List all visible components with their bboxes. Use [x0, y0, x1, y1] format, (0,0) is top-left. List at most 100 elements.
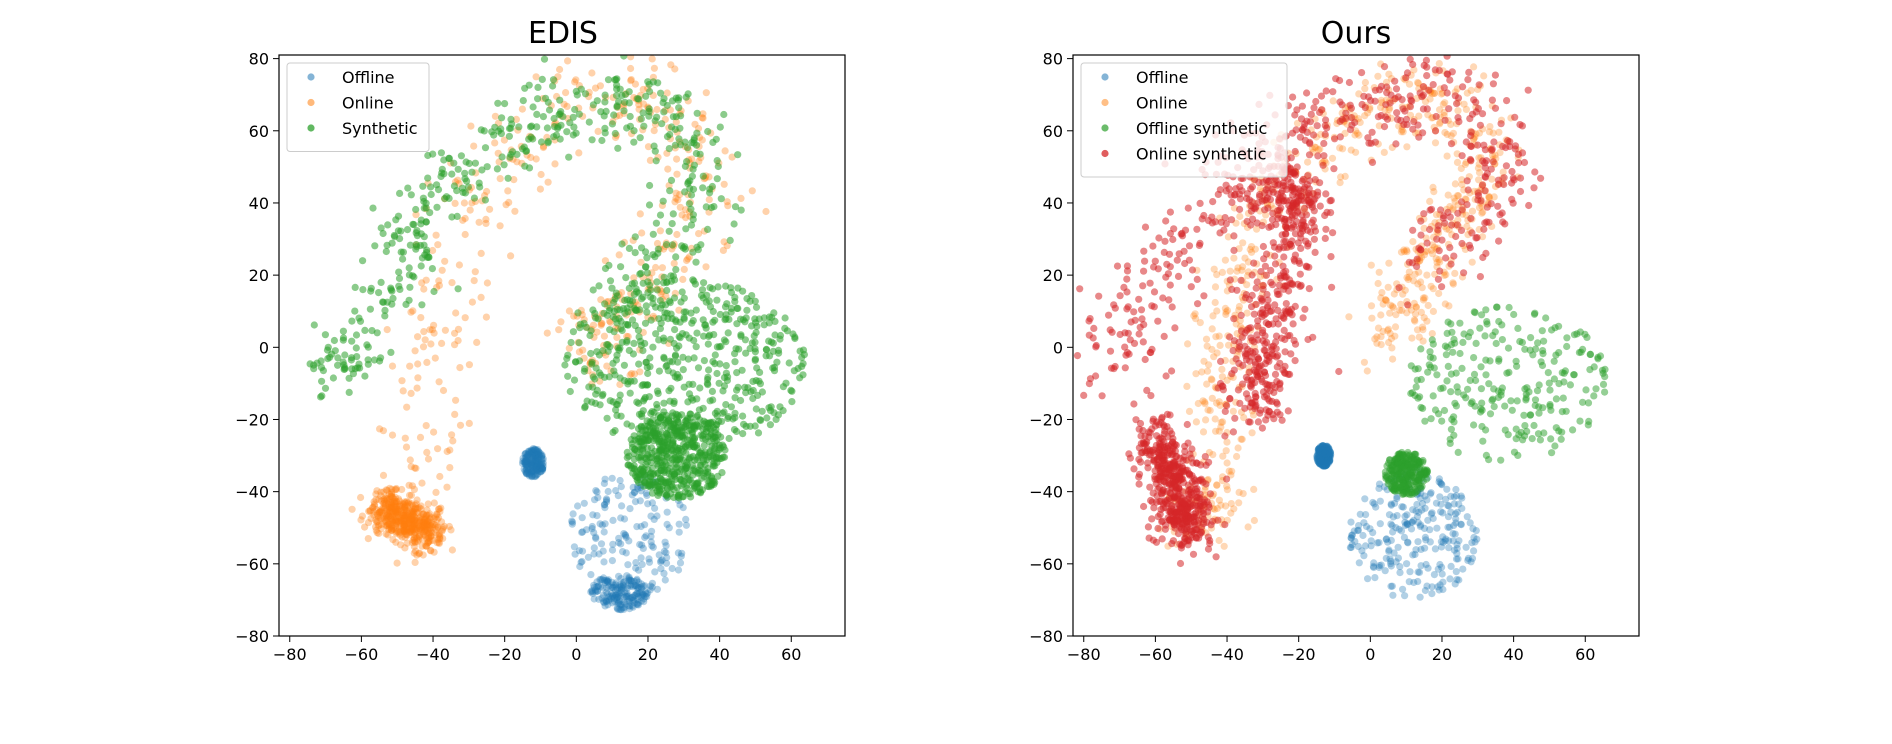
data-point [424, 518, 432, 526]
data-point [1377, 96, 1385, 104]
data-point [1218, 365, 1226, 373]
data-point [609, 540, 617, 548]
data-point [1393, 511, 1401, 520]
data-point [1373, 539, 1381, 547]
data-point [762, 345, 771, 353]
data-point [1412, 383, 1420, 391]
data-point [387, 515, 395, 523]
data-point [1323, 457, 1332, 465]
data-point [389, 510, 397, 518]
data-point [370, 511, 378, 519]
data-point [1445, 537, 1453, 545]
data-point [529, 454, 537, 463]
data-point [418, 479, 426, 487]
data-point [577, 558, 585, 566]
data-point [646, 354, 654, 362]
data-point [422, 523, 430, 531]
data-point [695, 452, 703, 460]
data-point [714, 162, 722, 171]
data-point [645, 201, 654, 209]
data-point [1213, 399, 1221, 407]
data-point [635, 101, 643, 109]
data-point [1201, 486, 1209, 494]
data-point [1483, 203, 1491, 211]
data-point [1386, 309, 1394, 317]
data-point [1435, 475, 1443, 483]
data-point [422, 513, 430, 521]
data-point [431, 513, 439, 521]
data-point [1485, 192, 1493, 200]
data-point [535, 451, 544, 459]
data-point [660, 108, 668, 116]
data-point [1592, 385, 1600, 393]
data-point [575, 149, 583, 157]
data-point [1403, 143, 1411, 151]
data-point [1464, 554, 1472, 563]
data-point [1215, 536, 1223, 545]
data-point [415, 536, 423, 544]
data-point [1316, 460, 1324, 468]
data-point [1391, 332, 1399, 340]
data-point [404, 184, 412, 192]
data-point [420, 204, 428, 212]
data-point [594, 582, 602, 590]
data-point [1367, 302, 1376, 310]
data-point [1319, 442, 1327, 450]
data-point [519, 97, 527, 105]
data-point [1455, 500, 1463, 508]
data-point [608, 474, 616, 482]
data-point [1427, 363, 1435, 371]
data-point [720, 180, 728, 188]
data-point [657, 565, 665, 573]
data-point [400, 498, 409, 506]
data-point [1414, 538, 1422, 546]
data-point [390, 512, 398, 521]
data-point [1444, 523, 1452, 531]
data-point [1216, 341, 1224, 349]
data-point [500, 136, 508, 144]
data-point [1323, 450, 1331, 458]
data-point [386, 508, 394, 516]
data-point [1442, 495, 1450, 503]
data-point [1377, 294, 1385, 302]
data-point [1225, 341, 1233, 349]
data-point [1381, 296, 1389, 304]
data-point [674, 96, 682, 104]
data-point [399, 500, 407, 508]
data-point [1211, 298, 1219, 307]
data-point [1314, 146, 1323, 154]
data-point [532, 471, 540, 479]
data-point [1417, 521, 1425, 529]
data-point [406, 516, 414, 525]
data-point [1221, 304, 1229, 312]
data-point [400, 521, 408, 529]
data-point [391, 507, 400, 515]
data-point [1534, 339, 1542, 347]
data-point [642, 590, 651, 598]
data-point [752, 405, 760, 413]
data-point [1213, 504, 1221, 513]
data-point [391, 516, 399, 524]
data-point [461, 314, 469, 322]
data-point [1485, 194, 1493, 202]
data-point [421, 521, 429, 529]
data-point [1505, 303, 1513, 312]
data-point [451, 341, 459, 349]
data-point [397, 512, 405, 520]
data-point [1428, 509, 1436, 517]
data-point [318, 377, 326, 385]
data-point [605, 593, 613, 601]
data-point [526, 458, 534, 466]
data-point [625, 574, 633, 583]
data-point [1184, 340, 1192, 348]
data-point [1438, 481, 1446, 489]
data-point [410, 521, 418, 529]
data-point [433, 516, 441, 524]
data-point [392, 499, 400, 507]
data-point [405, 528, 414, 537]
data-point [451, 410, 459, 418]
data-point [410, 512, 418, 521]
data-point [1411, 550, 1419, 559]
data-point [533, 471, 541, 479]
data-point [590, 544, 598, 552]
